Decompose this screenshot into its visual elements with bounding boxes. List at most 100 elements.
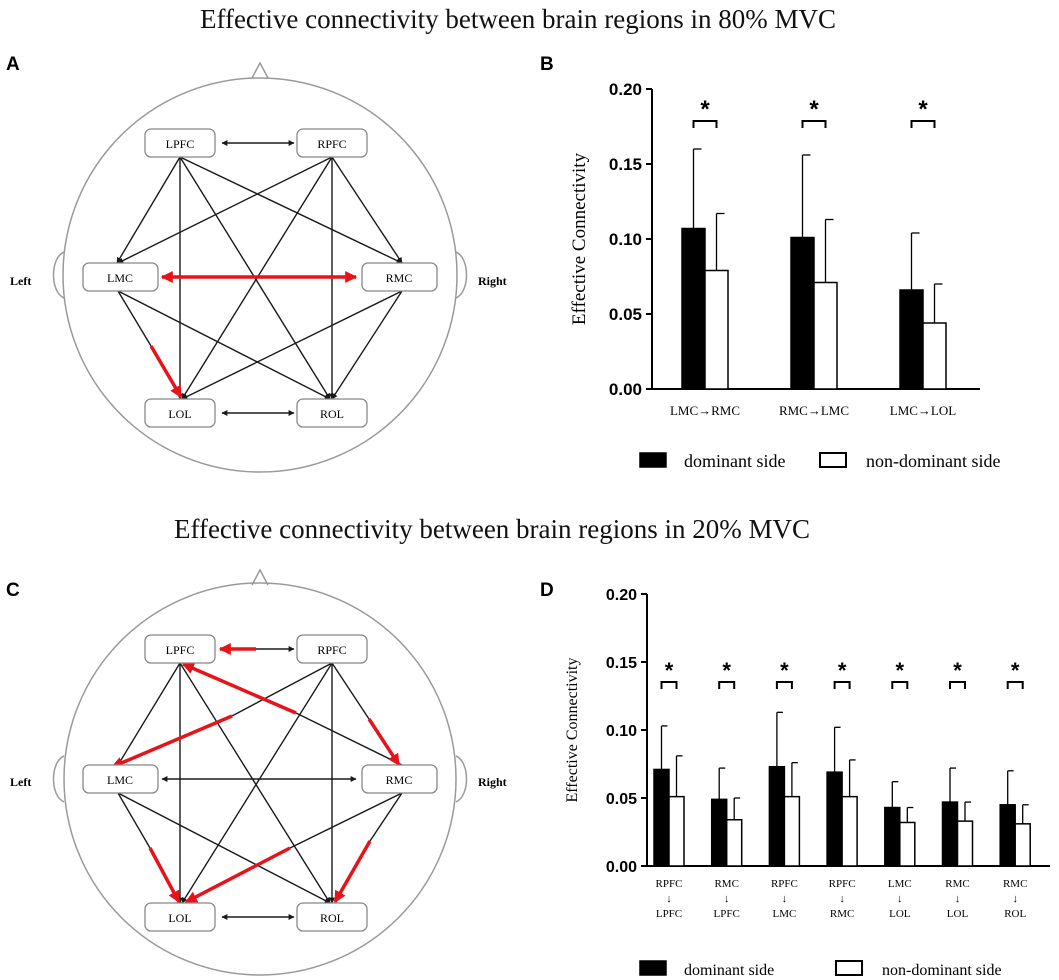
left-ear bbox=[52, 755, 65, 803]
bar-dominant bbox=[710, 798, 728, 867]
head-outline bbox=[62, 77, 458, 473]
node-label: LOL bbox=[168, 911, 191, 925]
title-80-mvc: Effective connectivity between brain reg… bbox=[200, 4, 836, 34]
connection-rmc-lpfc-tail bbox=[295, 712, 403, 766]
connection-lmc-rol bbox=[117, 290, 331, 400]
connection-lpfc-lmc bbox=[116, 156, 181, 264]
significance-bracket bbox=[801, 120, 827, 128]
y-tick-label: 0.10 bbox=[609, 230, 642, 249]
right-side-label: Right bbox=[478, 274, 507, 288]
connection-rpfc-rmc bbox=[331, 156, 403, 264]
y-tick-label: 0.05 bbox=[609, 305, 642, 324]
left-side-label: Left bbox=[10, 775, 31, 789]
y-tick-label: 0.05 bbox=[606, 791, 637, 808]
bar-nondominant bbox=[704, 269, 729, 390]
node-rol: ROL bbox=[296, 902, 368, 932]
nose-outline bbox=[251, 568, 269, 586]
category-label-from: RMC bbox=[714, 878, 738, 890]
category-label-from: RPFC bbox=[829, 878, 856, 890]
category-label-arrow: ↓ bbox=[955, 893, 961, 905]
panel-label-d: D bbox=[540, 580, 554, 601]
bar-dominant bbox=[899, 289, 924, 390]
legend-label-dominant: dominant side bbox=[684, 962, 774, 979]
connection-lmc-lol-tail bbox=[117, 290, 152, 347]
connection-lpfc-rmc bbox=[179, 156, 403, 264]
connection-lpfc-rol bbox=[179, 662, 331, 904]
bar-dominant bbox=[826, 771, 843, 867]
right-ear bbox=[455, 251, 468, 299]
node-label: ROL bbox=[320, 911, 344, 925]
connection-lmc-rol bbox=[117, 792, 331, 904]
connection-rpfc-lmc bbox=[117, 156, 333, 264]
category-label-to: LPFC bbox=[714, 908, 740, 920]
connection-rpfc-rmc-tail bbox=[331, 662, 370, 720]
bar-nondominant bbox=[725, 819, 743, 867]
bar-nondominant bbox=[783, 795, 801, 867]
category-label-arrow: ↓ bbox=[1012, 893, 1018, 905]
node-label: LMC bbox=[107, 773, 133, 787]
y-tick-label: 0.00 bbox=[609, 380, 642, 399]
significance-marker: * bbox=[809, 96, 819, 123]
bar-nondominant bbox=[813, 281, 838, 390]
node-label: RPFC bbox=[317, 137, 346, 151]
y-axis-label: Effective Connectivity bbox=[564, 658, 581, 803]
y-tick-label: 0.20 bbox=[606, 587, 637, 604]
y-tick-label: 0.15 bbox=[606, 655, 637, 672]
category-label-arrow: ↓ bbox=[782, 893, 788, 905]
y-axis-label: Effective Connectivity bbox=[569, 152, 590, 325]
legend-swatch-dominant bbox=[639, 960, 667, 976]
brain-map-c: LPFC RPFC LMC RMC LOL ROL Left Right bbox=[10, 568, 507, 976]
category-label-to: RMC bbox=[830, 908, 854, 920]
y-tick-label: 0.00 bbox=[606, 859, 637, 876]
category-label-from: LMC bbox=[888, 878, 912, 890]
node-rol: ROL bbox=[296, 398, 368, 428]
bar-nondominant bbox=[899, 821, 916, 867]
node-lmc: LMC bbox=[82, 764, 159, 794]
legend-swatch-dominant bbox=[639, 452, 667, 468]
head-outline bbox=[63, 582, 457, 976]
left-ear bbox=[52, 251, 65, 299]
y-tick-label: 0.20 bbox=[609, 80, 642, 99]
category-label-arrow: ↓ bbox=[666, 893, 672, 905]
node-lmc: LMC bbox=[82, 262, 159, 292]
bar-nondominant bbox=[956, 820, 974, 867]
connection-lmc-lol-tail bbox=[117, 792, 151, 849]
node-label: LPFC bbox=[166, 137, 195, 151]
significance-bracket bbox=[833, 681, 851, 689]
category-label-from: RMC bbox=[1003, 878, 1027, 890]
category-label: LMC→RMC bbox=[670, 403, 740, 418]
bar-dominant bbox=[790, 236, 815, 390]
y-tick-label: 0.10 bbox=[606, 723, 637, 740]
significance-marker: * bbox=[665, 658, 674, 683]
node-label: LOL bbox=[168, 407, 191, 421]
right-side-label: Right bbox=[478, 775, 507, 789]
panel-label-c: C bbox=[6, 580, 20, 601]
category-label-arrow: ↓ bbox=[897, 893, 903, 905]
significance-bracket bbox=[891, 681, 909, 689]
node-label: LPFC bbox=[166, 643, 195, 657]
highlight-rpfc-rmc bbox=[367, 718, 401, 767]
node-rmc: RMC bbox=[361, 764, 438, 794]
legend-label-nondominant: non-dominant side bbox=[866, 451, 1000, 471]
y-tick-label: 0.15 bbox=[609, 155, 642, 174]
significance-marker: * bbox=[1011, 658, 1020, 683]
category-label-from: RMC bbox=[945, 878, 969, 890]
bar-dominant bbox=[999, 804, 1016, 867]
node-label: LMC bbox=[107, 271, 133, 285]
bar-dominant bbox=[653, 768, 670, 867]
brain-map-a: LPFC RPFC LMC RMC LOL ROL Left Right bbox=[10, 61, 507, 473]
node-label: RMC bbox=[386, 271, 413, 285]
category-label-arrow: ↓ bbox=[724, 893, 730, 905]
highlight-lmc-lol bbox=[148, 847, 181, 904]
title-20-mvc: Effective connectivity between brain reg… bbox=[174, 514, 810, 544]
bar-dominant bbox=[941, 801, 959, 867]
connection-rmc-lol-tail bbox=[289, 792, 403, 849]
bar-nondominant bbox=[922, 322, 947, 390]
node-rmc: RMC bbox=[361, 262, 438, 292]
significance-marker: * bbox=[838, 658, 847, 683]
highlight-rmc-lol bbox=[184, 846, 291, 904]
category-label: LMC→LOL bbox=[890, 403, 957, 418]
significance-bracket bbox=[775, 681, 793, 689]
node-label: RMC bbox=[386, 773, 413, 787]
node-label: RPFC bbox=[317, 643, 346, 657]
